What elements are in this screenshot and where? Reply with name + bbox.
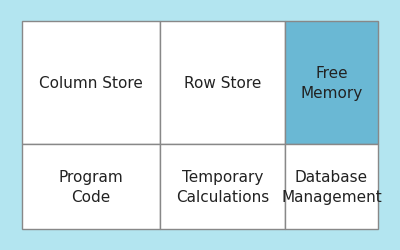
Bar	[285, 144, 378, 229]
Bar	[22, 22, 160, 144]
Bar	[22, 144, 160, 229]
Text: Temporary
Calculations: Temporary Calculations	[176, 170, 269, 204]
Text: Database
Management: Database Management	[281, 170, 382, 204]
Text: Program
Code: Program Code	[59, 170, 123, 204]
Text: Free
Memory: Free Memory	[300, 66, 363, 100]
Text: Column Store: Column Store	[39, 76, 143, 91]
Bar	[285, 22, 378, 144]
Text: Row Store: Row Store	[184, 76, 261, 91]
Bar	[160, 22, 285, 144]
Bar	[160, 144, 285, 229]
